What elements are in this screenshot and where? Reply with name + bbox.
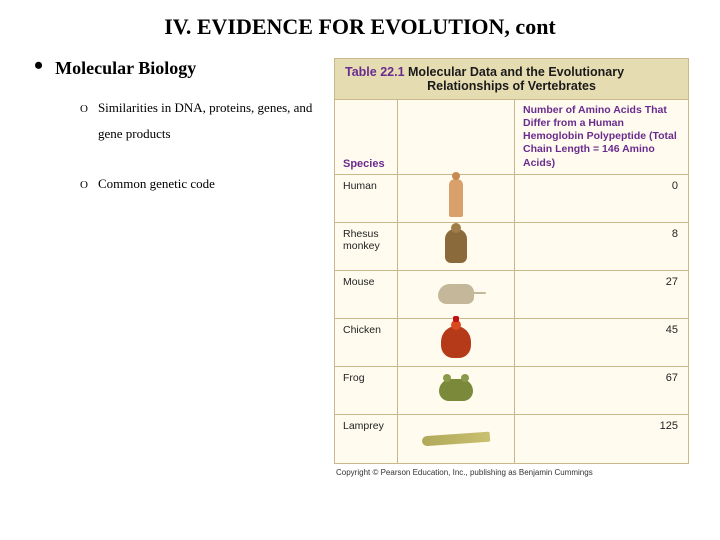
amino-acid-diff: 125 (515, 415, 688, 463)
human-icon (449, 179, 463, 217)
species-image-cell (397, 319, 515, 366)
species-name: Lamprey (335, 415, 397, 463)
column-header-species: Species (335, 100, 397, 174)
sub-bullet-item: O Similarities in DNA, proteins, genes, … (80, 95, 324, 147)
species-name: Human (335, 175, 397, 222)
main-bullet-text: Molecular Biology (55, 58, 196, 79)
amino-acid-diff: 27 (515, 271, 688, 318)
sub-bullet-text: Common genetic code (98, 171, 215, 197)
data-table: Table 22.1 Molecular Data and the Evolut… (334, 58, 689, 464)
content-area: • Molecular Biology O Similarities in DN… (0, 58, 720, 477)
sub-bullet-text: Similarities in DNA, proteins, genes, an… (98, 95, 324, 147)
species-name: Chicken (335, 319, 397, 366)
chicken-icon (441, 326, 471, 358)
amino-acid-diff: 67 (515, 367, 688, 414)
species-name: Mouse (335, 271, 397, 318)
table-row: Frog 67 (335, 367, 688, 415)
amino-acid-diff: 0 (515, 175, 688, 222)
lamprey-icon (422, 431, 491, 446)
figure-column: Table 22.1 Molecular Data and the Evolut… (334, 58, 689, 477)
table-caption: Table 22.1 Molecular Data and the Evolut… (335, 59, 688, 100)
sub-bullet-list: O Similarities in DNA, proteins, genes, … (80, 95, 324, 197)
table-title-main: Molecular Data and the Evolutionary (408, 65, 624, 79)
bullet-dot-icon: • (34, 58, 43, 74)
column-header-image (397, 100, 515, 174)
table-row: Human 0 (335, 175, 688, 223)
table-row: Mouse 27 (335, 271, 688, 319)
table-title-sub: Relationships of Vertebrates (345, 79, 678, 93)
species-image-cell (397, 271, 515, 318)
species-name: Frog (335, 367, 397, 414)
monkey-icon (445, 229, 467, 263)
frog-icon (439, 379, 473, 401)
main-bullet: • Molecular Biology (34, 58, 324, 79)
mouse-icon (438, 284, 474, 304)
amino-acid-diff: 45 (515, 319, 688, 366)
column-header-value: Number of Amino Acids That Differ from a… (515, 100, 688, 174)
outline-column: • Molecular Biology O Similarities in DN… (34, 58, 324, 477)
species-image-cell (397, 367, 515, 414)
sub-bullet-item: O Common genetic code (80, 171, 324, 197)
circle-marker-icon: O (80, 103, 88, 115)
table-header-row: Species Number of Amino Acids That Diffe… (335, 100, 688, 175)
table-row: Chicken 45 (335, 319, 688, 367)
table-row: Rhesus monkey 8 (335, 223, 688, 271)
slide-title: IV. EVIDENCE FOR EVOLUTION, cont (0, 0, 720, 58)
species-image-cell (397, 415, 515, 463)
amino-acid-diff: 8 (515, 223, 688, 270)
circle-marker-icon: O (80, 179, 88, 191)
species-name: Rhesus monkey (335, 223, 397, 270)
table-number: Table 22.1 (345, 65, 405, 79)
species-image-cell (397, 175, 515, 222)
copyright-credit: Copyright © Pearson Education, Inc., pub… (334, 464, 689, 477)
table-row: Lamprey 125 (335, 415, 688, 463)
species-image-cell (397, 223, 515, 270)
